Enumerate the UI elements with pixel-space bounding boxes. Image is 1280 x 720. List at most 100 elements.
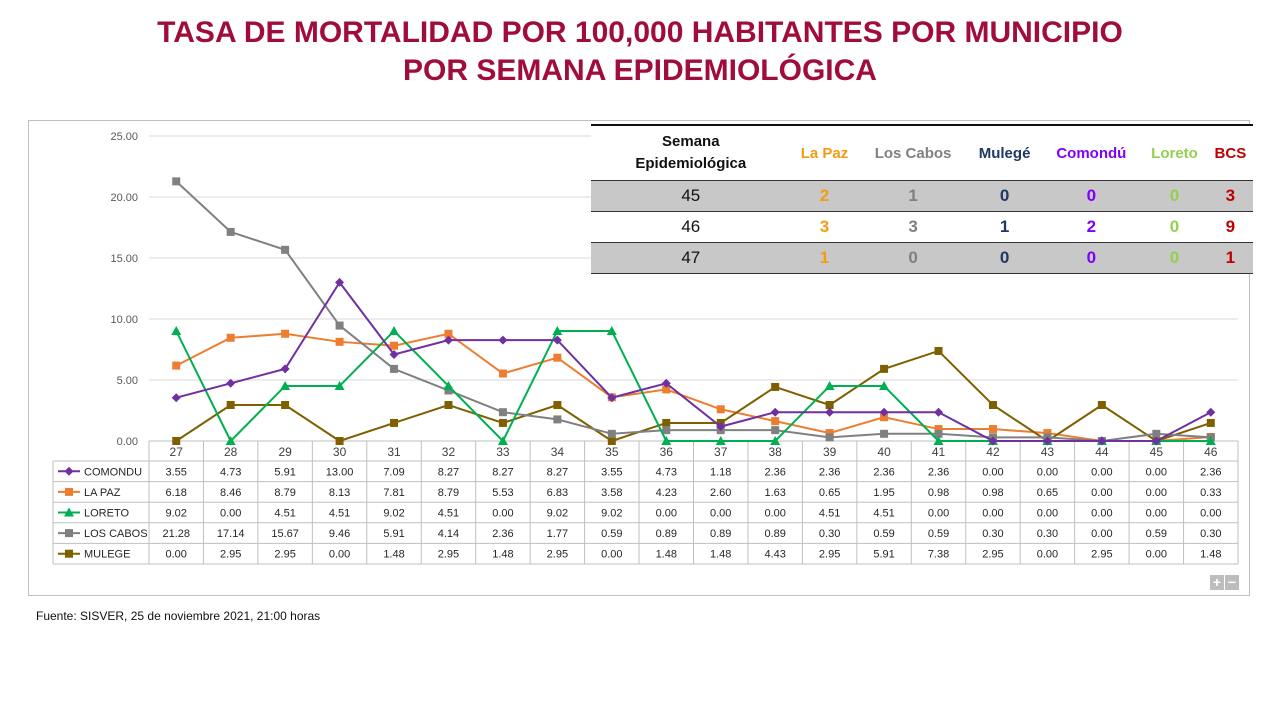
data-point	[1043, 429, 1052, 438]
legend-label: MULEGE	[84, 549, 130, 561]
data-label: 7.09	[383, 466, 404, 478]
data-label: 2.95	[220, 549, 241, 561]
summary-cell: 0	[1041, 242, 1142, 274]
data-point	[606, 325, 617, 335]
data-label: 0.89	[656, 528, 677, 540]
data-point	[715, 436, 726, 445]
data-label: 1.48	[492, 549, 513, 561]
data-point	[1206, 407, 1216, 417]
legend-label: LOS CABOS	[84, 528, 148, 540]
x-tick-label: 35	[605, 445, 619, 459]
summary-row: 47 1 0 0 0 0 1	[591, 242, 1253, 274]
data-point	[880, 364, 889, 373]
data-point	[770, 407, 780, 417]
data-label: 8.27	[492, 466, 513, 478]
data-point	[444, 329, 453, 338]
data-label: 8.27	[547, 466, 568, 478]
summary-header-mulege: Mulegé	[978, 144, 1031, 162]
data-label: 0.30	[1037, 528, 1058, 540]
data-point	[770, 436, 781, 445]
data-label: 0.89	[764, 528, 785, 540]
data-point	[226, 378, 236, 388]
data-label: 0.33	[1200, 487, 1221, 499]
data-point	[824, 380, 835, 390]
data-label: 5.91	[383, 528, 404, 540]
data-label: 0.00	[1037, 508, 1058, 520]
data-point	[879, 407, 889, 417]
data-point	[880, 413, 889, 422]
series-line	[175, 329, 1211, 443]
summary-week: 47	[591, 242, 791, 274]
data-label: 2.95	[819, 549, 840, 561]
data-point	[497, 436, 508, 445]
data-label: 5.53	[492, 487, 513, 499]
data-label: 1.63	[764, 487, 785, 499]
data-point	[281, 245, 290, 254]
data-point	[443, 335, 453, 345]
data-point	[172, 177, 181, 186]
data-label: 0.00	[982, 508, 1003, 520]
data-point	[1206, 418, 1215, 427]
data-point	[825, 433, 834, 442]
data-point	[171, 325, 182, 335]
x-tick-label: 32	[442, 445, 456, 459]
summary-header-row: Semana Epidemiológica La Paz Los Cabos M…	[591, 125, 1253, 181]
data-point	[661, 378, 671, 388]
data-label: 0.00	[1037, 466, 1058, 478]
data-label: 0.59	[601, 528, 622, 540]
data-point	[934, 346, 943, 355]
summary-cell: 3	[908, 217, 918, 236]
data-point	[172, 361, 181, 370]
data-label: 0.00	[1037, 549, 1058, 561]
x-tick-label: 36	[660, 445, 674, 459]
data-point	[771, 417, 780, 426]
data-point	[225, 436, 236, 445]
data-point	[390, 418, 399, 427]
data-label: 4.51	[819, 508, 840, 520]
data-label: 4.14	[438, 528, 459, 540]
data-point	[933, 436, 944, 445]
data-label: 0.59	[873, 528, 894, 540]
data-point	[771, 382, 780, 391]
data-label: 5.91	[274, 466, 295, 478]
data-label: 2.36	[1200, 466, 1221, 478]
data-label: 4.51	[274, 508, 295, 520]
data-point	[226, 227, 235, 236]
data-label: 0.00	[492, 508, 513, 520]
data-label: 0.00	[220, 508, 241, 520]
data-label: 4.23	[656, 487, 677, 499]
summary-week: 45	[591, 180, 791, 212]
x-tick-label: 42	[986, 445, 1000, 459]
legend-label: LORETO	[84, 508, 129, 520]
data-point	[335, 321, 344, 330]
data-label: 21.28	[162, 528, 190, 540]
data-label: 2.95	[438, 549, 459, 561]
x-tick-label: 38	[768, 445, 782, 459]
data-point	[226, 401, 235, 410]
data-point	[390, 341, 399, 350]
data-label: 1.48	[1200, 549, 1221, 561]
x-tick-label: 40	[877, 445, 891, 459]
data-label: 1.48	[656, 549, 677, 561]
data-point	[825, 407, 835, 417]
data-label: 0.59	[1146, 528, 1167, 540]
chart-title: TASA DE MORTALIDAD POR 100,000 HABITANTE…	[0, 14, 1280, 90]
data-point	[662, 426, 671, 435]
data-label: 2.36	[492, 528, 513, 540]
data-label: 0.00	[1091, 466, 1112, 478]
data-label: 7.81	[383, 487, 404, 499]
zoom-out-button[interactable]: −	[1225, 575, 1239, 590]
data-point	[1205, 436, 1216, 445]
x-tick-label: 28	[224, 445, 238, 459]
x-tick-label: 44	[1095, 445, 1109, 459]
data-label: 5.91	[873, 549, 894, 561]
data-label: 0.00	[1200, 508, 1221, 520]
data-point	[65, 529, 73, 538]
x-tick-label: 45	[1150, 445, 1164, 459]
data-point	[281, 401, 290, 410]
summary-cell: 3	[819, 217, 830, 236]
zoom-in-button[interactable]: +	[1210, 575, 1224, 590]
data-point	[825, 401, 834, 410]
data-point	[716, 422, 726, 432]
